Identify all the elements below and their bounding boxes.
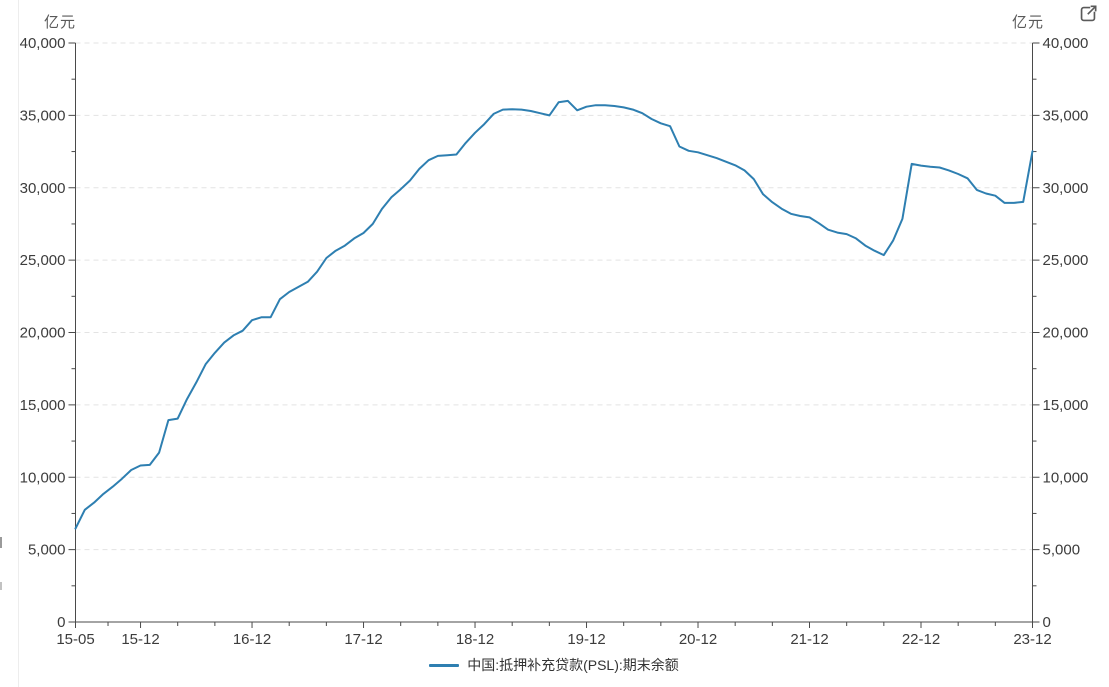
x-tick-label: 23-12: [1013, 631, 1051, 648]
y-tick-label-left: 10,000: [20, 469, 66, 486]
y-tick-label-right: 0: [1043, 614, 1051, 631]
y-tick-label-left: 5,000: [28, 542, 66, 559]
legend-series-label: 中国:抵押补充贷款(PSL):期末余额: [467, 657, 679, 673]
series-line-psl-balance: [74, 99, 1034, 530]
y-tick-label-left: 30,000: [20, 180, 66, 197]
y-tick-label-right: 35,000: [1043, 107, 1089, 124]
window-edge-artifact: [0, 582, 2, 590]
y-tick-label-left: 0: [57, 614, 65, 631]
legend-line-swatch: [429, 663, 460, 667]
y-tick-label-left: 40,000: [20, 35, 66, 52]
chart-legend: 中国:抵押补充贷款(PSL):期末余额: [76, 656, 1032, 674]
x-tick-label: 15-12: [121, 631, 159, 648]
y-tick-label-left: 15,000: [20, 397, 66, 414]
y-tick-label-right: 5,000: [1043, 542, 1081, 559]
y-tick-label-left: 35,000: [20, 107, 66, 124]
y-axis-unit-left: 亿元: [44, 14, 77, 31]
y-tick-label-right: 20,000: [1043, 325, 1089, 342]
x-tick-label: 19-12: [567, 631, 605, 648]
y-axis-unit-right: 亿元: [1012, 14, 1045, 31]
x-tick-label: 16-12: [233, 631, 271, 648]
y-tick-label-right: 15,000: [1043, 397, 1089, 414]
legend-item-psl[interactable]: 中国:抵押补充贷款(PSL):期末余额: [429, 655, 679, 675]
x-tick-label: 20-12: [679, 631, 717, 648]
y-tick-label-right: 10,000: [1043, 469, 1089, 486]
y-tick-label-left: 25,000: [20, 252, 66, 269]
y-tick-label-right: 25,000: [1043, 252, 1089, 269]
window-edge-artifact: [0, 537, 2, 548]
x-tick-label: 18-12: [456, 631, 494, 648]
y-tick-label-left: 20,000: [20, 325, 66, 342]
open-in-new-window-icon[interactable]: [1078, 4, 1098, 24]
x-tick-label: 21-12: [790, 631, 828, 648]
x-tick-label: 17-12: [344, 631, 382, 648]
x-tick-label: 22-12: [902, 631, 940, 648]
y-tick-label-right: 40,000: [1043, 35, 1089, 52]
y-tick-label-right: 30,000: [1043, 180, 1089, 197]
window-left-divider: [18, 0, 19, 687]
x-tick-label: 15-05: [56, 631, 94, 648]
